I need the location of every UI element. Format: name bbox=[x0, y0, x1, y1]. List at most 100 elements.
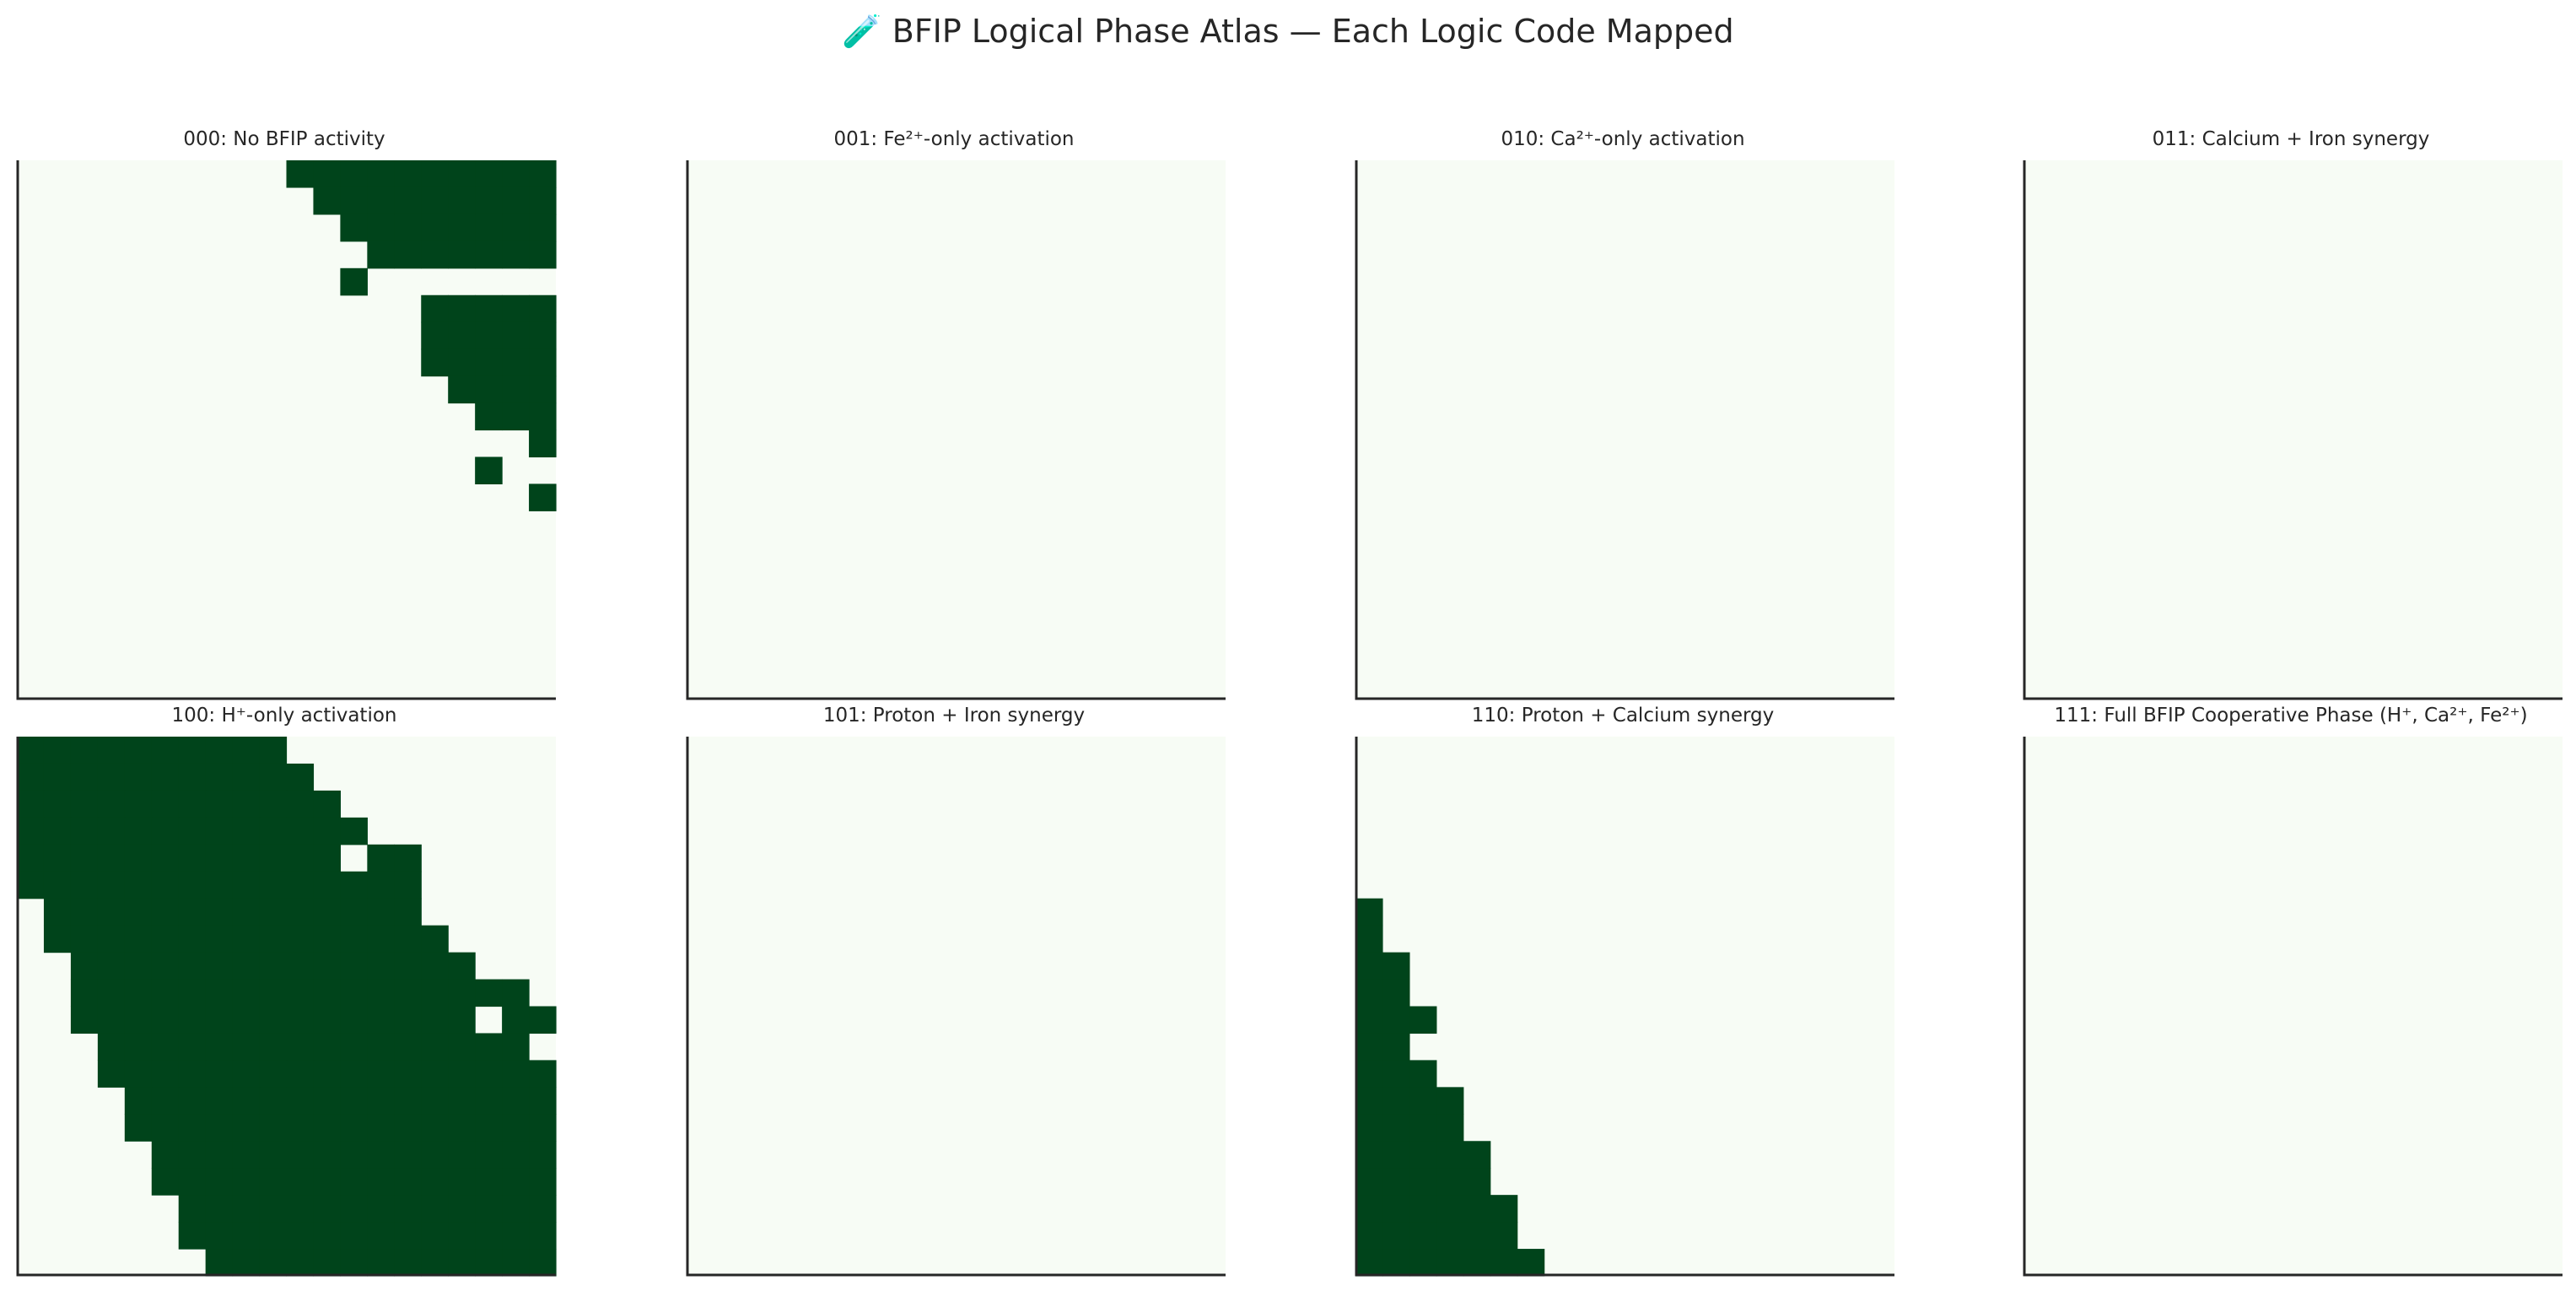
heatmap-cell-active bbox=[70, 898, 99, 926]
heatmap-cell-active bbox=[421, 979, 449, 1007]
heatmap-cell-active bbox=[178, 871, 207, 899]
heatmap-cell-active bbox=[124, 1033, 153, 1061]
heatmap-cell-active bbox=[448, 1141, 476, 1169]
heatmap-cell-active bbox=[394, 979, 422, 1007]
heatmap-cell-active bbox=[340, 952, 368, 980]
heatmap-background bbox=[2024, 160, 2563, 700]
heatmap-cell-active bbox=[178, 737, 207, 764]
heatmap-cell-active bbox=[205, 1168, 234, 1196]
heatmap-cell-active bbox=[1355, 898, 1383, 926]
heatmap-cell-active bbox=[367, 844, 395, 872]
heatmap-cell-active bbox=[502, 1087, 530, 1115]
heatmap-cell-active bbox=[529, 402, 557, 431]
heatmap-cell-active bbox=[205, 737, 234, 764]
heatmap-cell-active bbox=[70, 952, 99, 980]
heatmap-cell-active bbox=[475, 321, 503, 350]
heatmap-cell-active bbox=[151, 1006, 180, 1034]
heatmap-000 bbox=[16, 160, 557, 700]
heatmap-cell-active bbox=[1436, 1195, 1464, 1223]
heatmap-cell-active bbox=[43, 925, 72, 953]
heatmap-cell-active bbox=[394, 1033, 422, 1061]
heatmap-cell-active bbox=[475, 456, 503, 484]
heatmap-cell-active bbox=[286, 1168, 315, 1196]
heatmap-cell-active bbox=[502, 979, 530, 1007]
heatmap-cell-active bbox=[97, 737, 126, 764]
heatmap-cell-active bbox=[205, 817, 234, 845]
heatmap-cell-active bbox=[421, 348, 449, 377]
heatmap-cell-active bbox=[43, 737, 72, 764]
heatmap-cell-active bbox=[394, 871, 422, 899]
heatmap-cell-active bbox=[178, 1060, 207, 1088]
heatmap-cell-active bbox=[340, 1114, 368, 1142]
heatmap-cell-active bbox=[1382, 1249, 1410, 1277]
heatmap-cell-active bbox=[1355, 1222, 1383, 1250]
heatmap-cell-active bbox=[286, 817, 315, 845]
heatmap-cell-active bbox=[475, 1087, 503, 1115]
heatmap-cell-active bbox=[394, 1114, 422, 1142]
heatmap-background bbox=[1355, 160, 1894, 700]
heatmap-background bbox=[2024, 737, 2563, 1276]
heatmap-cell-active bbox=[1355, 979, 1383, 1007]
heatmap-cell-active bbox=[394, 1222, 422, 1250]
heatmap-cell-active bbox=[1382, 1087, 1410, 1115]
heatmap-cell-active bbox=[367, 871, 395, 899]
heatmap-cell-active bbox=[448, 375, 476, 404]
heatmap-cell-active bbox=[1436, 1141, 1464, 1169]
heatmap-cell-active bbox=[1355, 1168, 1383, 1196]
heatmap-cell-active bbox=[448, 213, 476, 242]
heatmap-cell-active bbox=[502, 1141, 530, 1169]
heatmap-cell-active bbox=[313, 1222, 341, 1250]
heatmap-cell-active bbox=[340, 1060, 368, 1088]
heatmap-cell-active bbox=[205, 1033, 234, 1061]
heatmap-cell-active bbox=[97, 844, 126, 872]
heatmap-cell-active bbox=[205, 925, 234, 953]
heatmap-cell-active bbox=[502, 186, 530, 215]
heatmap-cell-active bbox=[259, 1195, 288, 1223]
heatmap-cell-active bbox=[367, 1087, 395, 1115]
heatmap-cell-active bbox=[259, 1141, 288, 1169]
heatmap-cell-active bbox=[448, 979, 476, 1007]
heatmap-cell-active bbox=[124, 1087, 153, 1115]
heatmap-cell-active bbox=[529, 1087, 557, 1115]
heatmap-cell-active bbox=[1409, 1249, 1437, 1277]
heatmap-cell-active bbox=[124, 925, 153, 953]
heatmap-cell-active bbox=[1355, 952, 1383, 980]
panel-title-001: 001: Fe²⁺-only activation bbox=[833, 128, 1075, 150]
heatmap-cell-active bbox=[340, 817, 368, 845]
heatmap-background bbox=[687, 737, 1226, 1276]
heatmap-cell-active bbox=[394, 240, 422, 269]
heatmap-cell-active bbox=[340, 1195, 368, 1223]
heatmap-cell-active bbox=[286, 1006, 315, 1034]
heatmap-cell-active bbox=[70, 817, 99, 845]
heatmap-cell-active bbox=[475, 1195, 503, 1223]
heatmap-cell-active bbox=[1409, 1006, 1437, 1034]
heatmap-cell-active bbox=[97, 871, 126, 899]
heatmap-cell-active bbox=[529, 375, 557, 404]
heatmap-cell-active bbox=[151, 871, 180, 899]
heatmap-cell-active bbox=[529, 186, 557, 215]
heatmap-cell-active bbox=[232, 1006, 261, 1034]
heatmap-cell-active bbox=[421, 1006, 449, 1034]
heatmap-cell-active bbox=[448, 1060, 476, 1088]
heatmap-cell-active bbox=[367, 160, 395, 188]
heatmap-cell-active bbox=[1463, 1222, 1491, 1250]
heatmap-cell-active bbox=[259, 1114, 288, 1142]
heatmap-cell-active bbox=[448, 1249, 476, 1277]
heatmap-cell-active bbox=[1355, 1006, 1383, 1034]
heatmap-cell-active bbox=[205, 790, 234, 818]
heatmap-cell-active bbox=[313, 186, 341, 215]
heatmap-cell-active bbox=[259, 763, 288, 791]
heatmap-cell-active bbox=[475, 1033, 503, 1061]
heatmap-cell-active bbox=[367, 979, 395, 1007]
heatmap-cell-active bbox=[232, 790, 261, 818]
panel-title-110: 110: Proton + Calcium synergy bbox=[1471, 705, 1775, 727]
heatmap-cell-active bbox=[1436, 1114, 1464, 1142]
heatmap-cell-active bbox=[1355, 925, 1383, 953]
heatmap-cell-active bbox=[313, 1168, 341, 1196]
heatmap-cell-active bbox=[1436, 1087, 1464, 1115]
heatmap-cell-active bbox=[178, 898, 207, 926]
heatmap-cell-active bbox=[97, 952, 126, 980]
heatmap-cell-active bbox=[178, 1141, 207, 1169]
heatmap-cell-active bbox=[43, 871, 72, 899]
heatmap-cell-active bbox=[367, 898, 395, 926]
